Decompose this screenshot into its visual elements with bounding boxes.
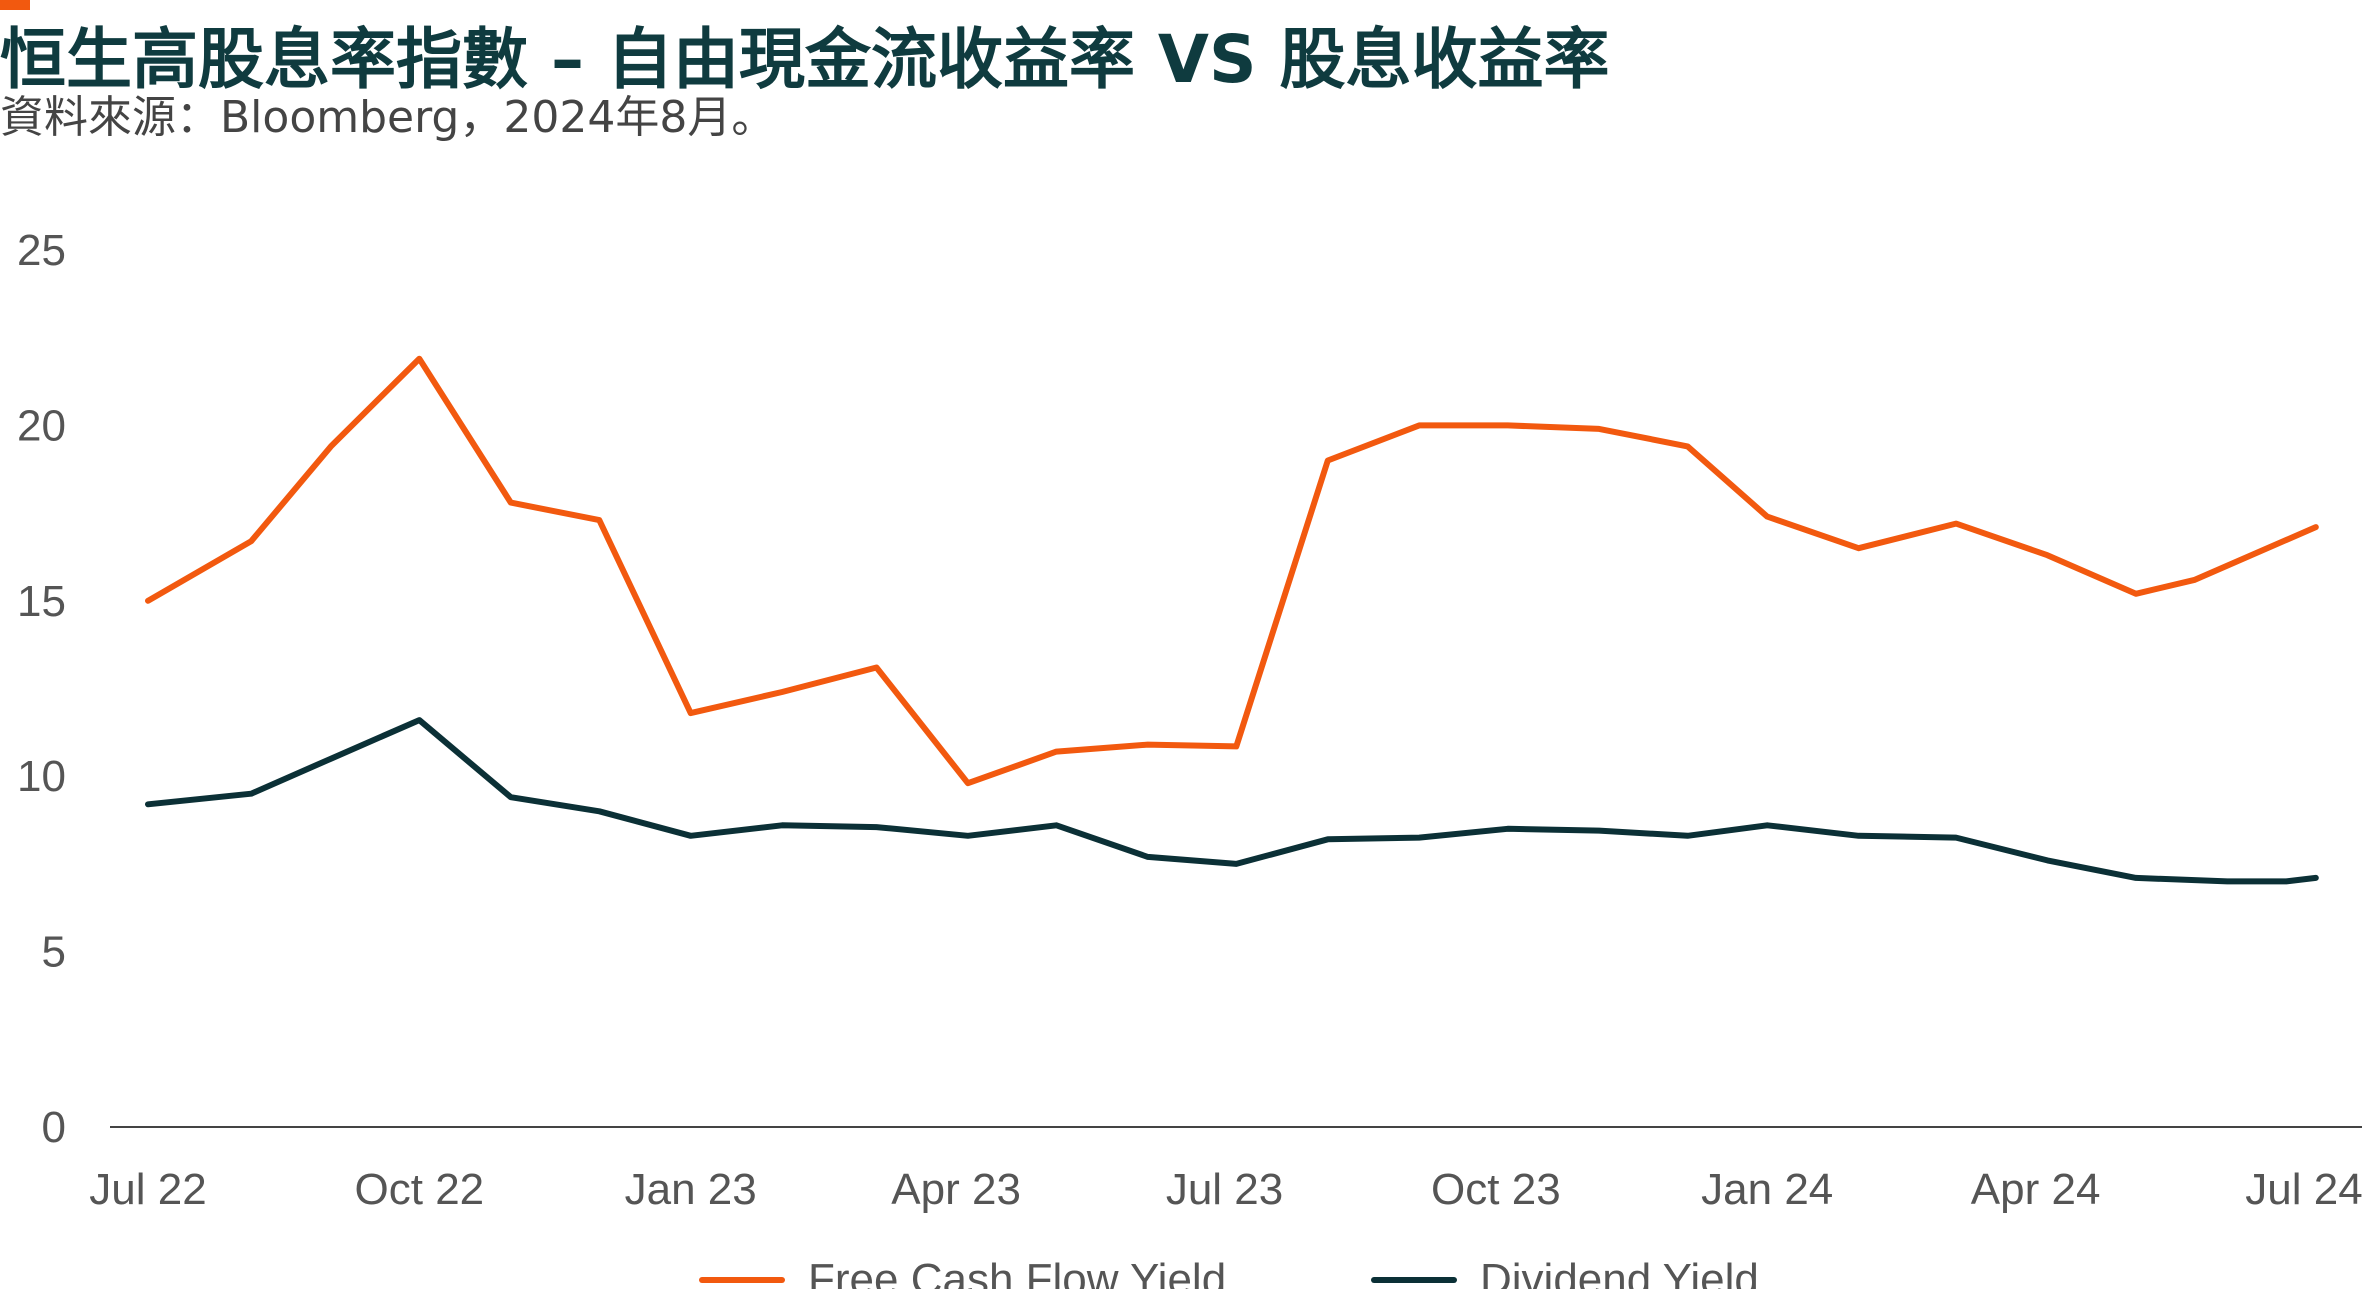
legend-item-free-cash-flow-yield: Free Cash Flow Yield <box>699 1255 1226 1289</box>
chart-source-note: 資料來源：Bloomberg，2024年8月。 <box>0 92 776 143</box>
y-axis-ticks: 0 5 10 15 20 25 <box>17 226 66 1152</box>
legend-label: Free Cash Flow Yield <box>808 1255 1226 1289</box>
series-line-dividend-yield <box>145 717 2319 885</box>
y-tick-label: 5 <box>42 928 66 977</box>
x-tick-label: Jul 23 <box>1166 1165 1283 1214</box>
y-tick-label: 0 <box>42 1103 66 1152</box>
legend-item-dividend-yield: Dividend Yield <box>1371 1255 1759 1289</box>
legend: Free Cash Flow Yield Dividend Yield <box>699 1255 1759 1289</box>
y-tick-label: 25 <box>17 226 66 275</box>
y-tick-label: 10 <box>17 752 66 801</box>
series-lines <box>145 355 2319 885</box>
y-tick-label: 20 <box>17 401 66 450</box>
series-line-free-cash-flow-yield <box>145 355 2319 787</box>
x-tick-label: Jul 24 <box>2245 1165 2362 1214</box>
accent-bar <box>0 0 30 10</box>
x-tick-label: Apr 24 <box>1971 1165 2101 1214</box>
chart-title: 恒生高股息率指數 – 自由現金流收益率 VS 股息收益率 <box>0 21 1610 98</box>
y-tick-label: 15 <box>17 577 66 626</box>
x-tick-label: Oct 23 <box>1431 1165 1561 1214</box>
legend-label: Dividend Yield <box>1480 1255 1759 1289</box>
x-tick-label: Oct 22 <box>355 1165 485 1214</box>
x-tick-label: Jan 24 <box>1701 1165 1833 1214</box>
x-axis-ticks: Jul 22 Oct 22 Jan 23 Apr 23 Jul 23 Oct 23 Jan … <box>89 1165 2362 1214</box>
x-tick-label: Jan 23 <box>625 1165 757 1214</box>
x-tick-label: Jul 22 <box>89 1165 206 1214</box>
x-tick-label: Apr 23 <box>891 1165 1021 1214</box>
